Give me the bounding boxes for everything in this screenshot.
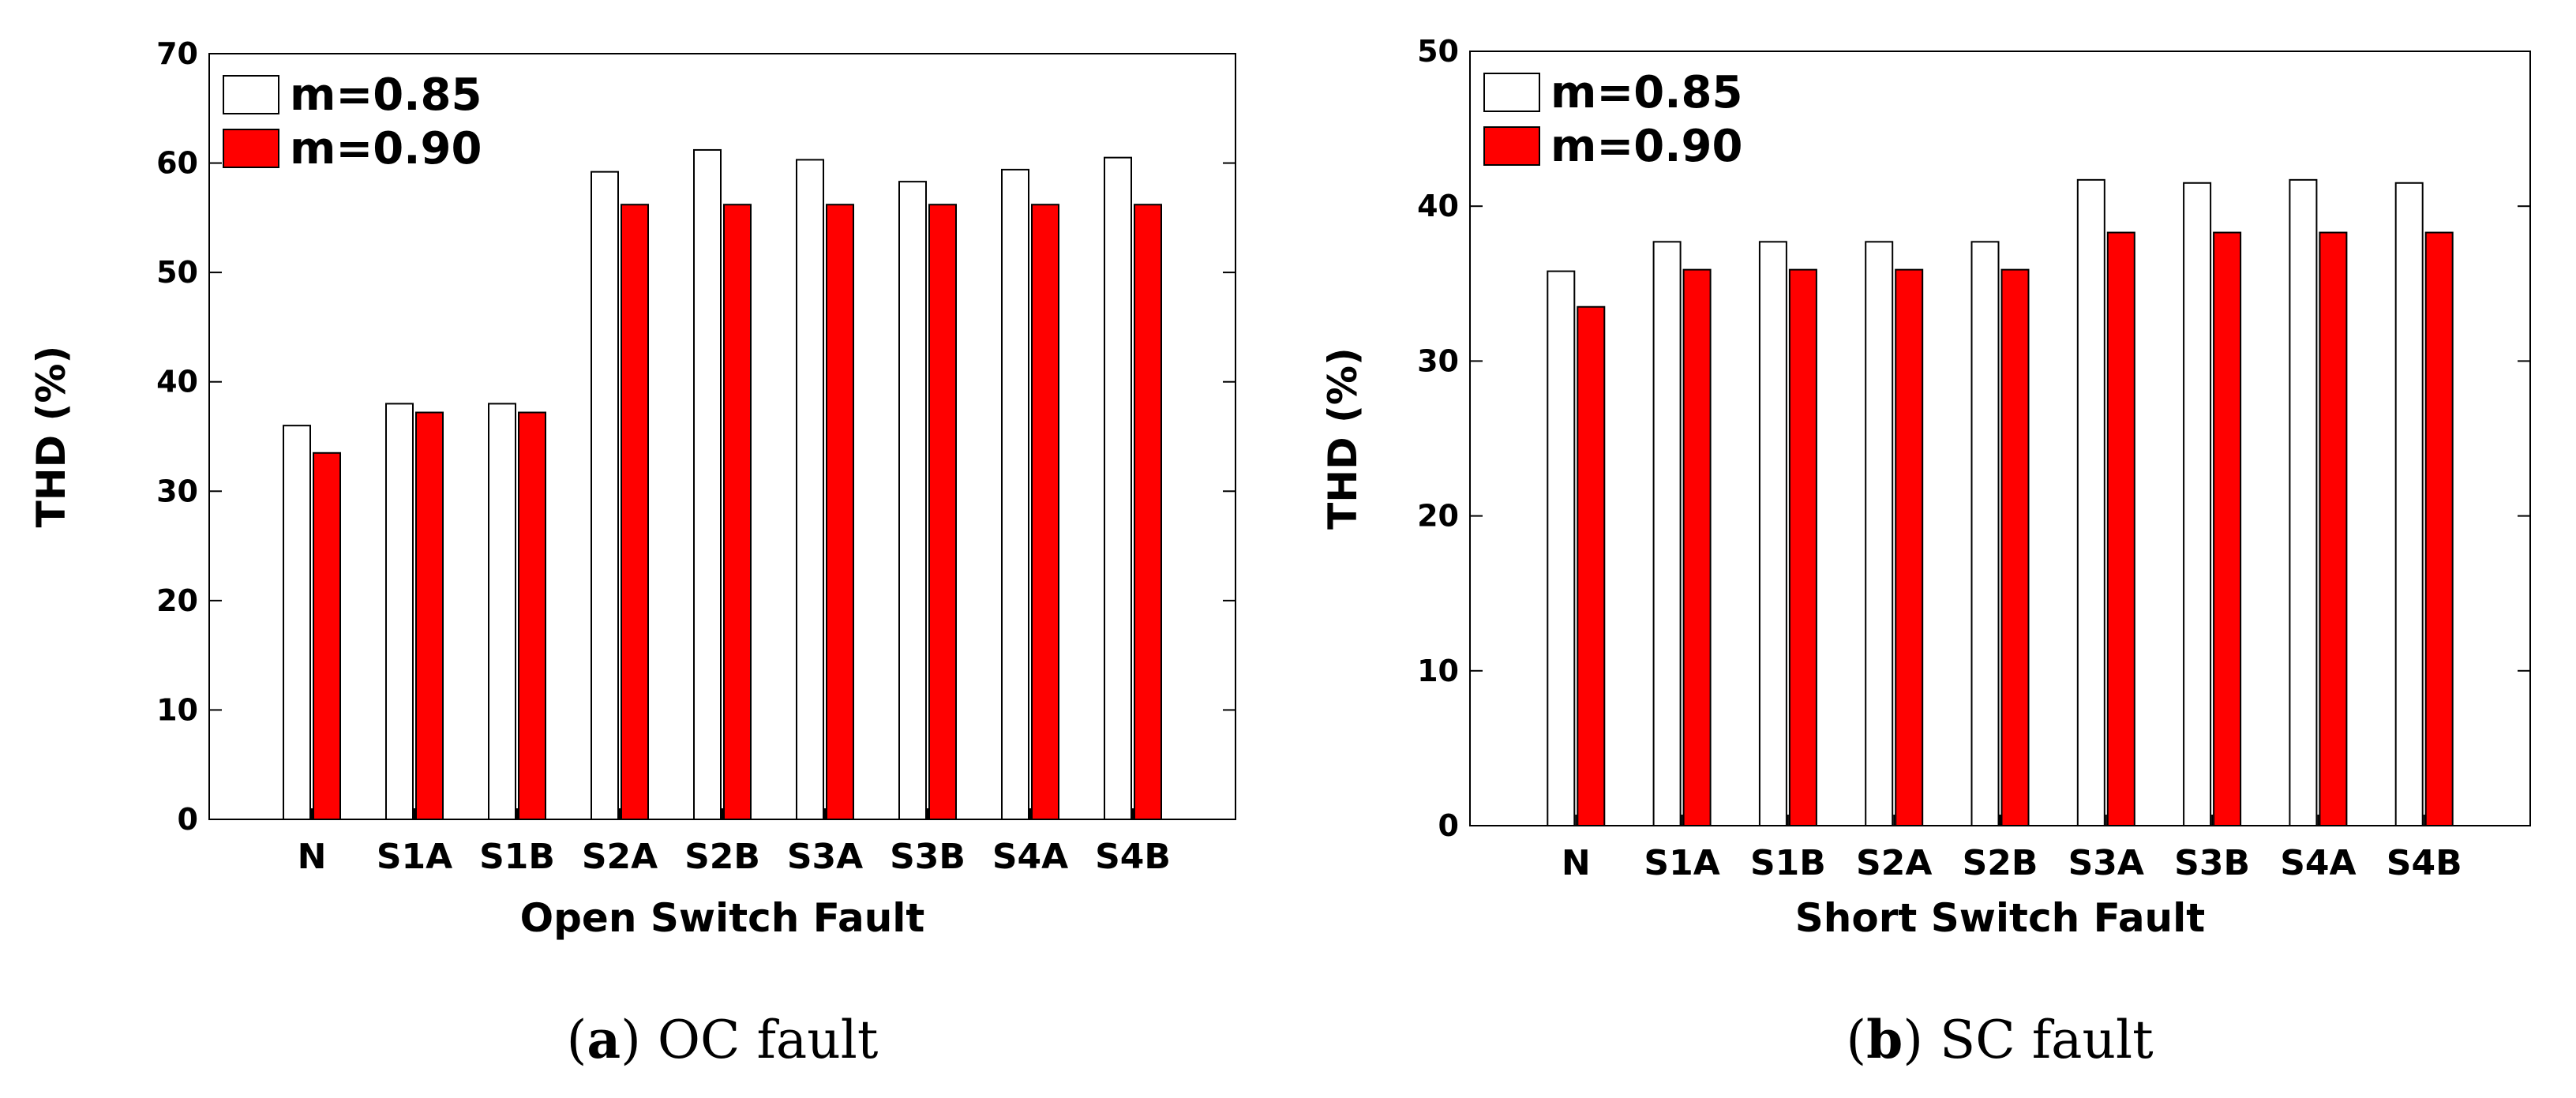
bar-m=0.90-S2B <box>2000 268 2030 826</box>
bar-m=0.85-S3B <box>2183 182 2212 826</box>
y-tick-label: 50 <box>156 255 198 290</box>
x-tick-label: S3B <box>890 837 966 877</box>
bar-m=0.85-S3B <box>898 181 927 820</box>
bar-m=0.85-S2A <box>591 171 619 820</box>
x-axis-title: Open Switch Fault <box>520 895 925 941</box>
y-tick-label: 20 <box>156 583 198 618</box>
x-tick-label: S2A <box>582 837 658 877</box>
x-tick-label: S2B <box>1963 843 2038 883</box>
bar-m=0.90-S2A <box>1895 268 1924 826</box>
y-tick-label: 10 <box>1417 654 1459 688</box>
bar-m=0.90-S2A <box>621 204 649 820</box>
bar-m=0.90-S4A <box>2319 231 2348 826</box>
x-tick-label: S2A <box>1856 843 1932 883</box>
y-tick-label: 40 <box>156 365 198 399</box>
chart-panel-oc-fault: 0 10 20 30 40 50 60 70 N S1A S1B S2A S2B S3A S3B S4A S4B… <box>28 36 1236 1070</box>
legend-swatch <box>1483 126 1540 166</box>
bar-m=0.85-S1B <box>488 403 516 820</box>
legend-label: m=0.85 <box>290 69 482 121</box>
legend-label: m=0.90 <box>290 123 482 174</box>
y-tick-label: 70 <box>156 36 198 71</box>
caption-text: OC fault <box>658 1010 879 1070</box>
bar-m=0.90-S3B <box>928 204 957 820</box>
bar-m=0.85-N <box>283 425 311 821</box>
y-tick-label: 30 <box>156 474 198 508</box>
caption-letter: b <box>1866 1009 1903 1070</box>
bar-m=0.85-S4B <box>2394 182 2424 826</box>
x-tick-label: S4B <box>1095 837 1171 877</box>
y-tick-label: 30 <box>1417 343 1459 378</box>
legend-swatch <box>223 75 279 114</box>
bar-m=0.85-S3A <box>2076 178 2105 826</box>
x-tick-label: S1A <box>1644 843 1719 883</box>
bar-m=0.85-S2A <box>1865 241 1894 826</box>
x-tick-label: S3B <box>2174 843 2250 883</box>
x-tick-label: N <box>298 837 327 877</box>
bar-m=0.90-S2B <box>723 204 752 820</box>
y-axis-title: THD (%) <box>1320 347 1366 530</box>
bar-m=0.90-S4B <box>2424 231 2454 826</box>
x-tick-label: S1B <box>1750 843 1826 883</box>
bar-m=0.90-S3B <box>2213 231 2242 826</box>
bar-m=0.85-S4A <box>2289 178 2318 826</box>
x-tick-label: S1B <box>479 837 555 877</box>
bar-m=0.85-S1B <box>1758 241 1787 826</box>
x-tick-label: S3A <box>2068 843 2144 883</box>
chart-panel-sc-fault: 0 10 20 30 40 50 N S1A S1B S2A S2B S3A S3B S4A S4B Shor… <box>1320 34 2531 1070</box>
legend-label: m=0.85 <box>1550 67 1742 118</box>
bar-m=0.90-S1B <box>518 411 546 820</box>
y-tick-label: 10 <box>156 692 198 727</box>
x-tick-label: S1A <box>377 837 452 877</box>
x-tick-label: S4A <box>2280 843 2356 883</box>
caption: (a) OC fault <box>567 1009 879 1070</box>
caption-letter: a <box>587 1009 621 1070</box>
bar-m=0.90-S4A <box>1031 204 1059 820</box>
bar-m=0.90-N <box>1577 305 1606 827</box>
legend-swatch <box>223 129 279 168</box>
bar-m=0.90-N <box>313 452 341 820</box>
y-axis-title: THD (%) <box>28 346 74 528</box>
bar-m=0.85-S1A <box>1652 241 1682 826</box>
bar-m=0.85-S2B <box>693 148 722 820</box>
legend-label: m=0.90 <box>1550 121 1742 172</box>
caption: (b) SC fault <box>1846 1009 2153 1070</box>
y-tick-label: 60 <box>156 146 198 181</box>
plot-area <box>1469 51 2531 826</box>
y-tick-label: 20 <box>1417 499 1459 534</box>
y-tick-label: 0 <box>1438 808 1459 843</box>
plot-area <box>208 53 1236 820</box>
bar-m=0.85-S1A <box>385 403 414 820</box>
x-tick-label: S3A <box>787 837 863 877</box>
bar-m=0.85-S4B <box>1104 156 1132 820</box>
bar-m=0.85-S4A <box>1001 168 1029 820</box>
bar-m=0.85-S2B <box>1970 241 2000 826</box>
x-tick-label: S2B <box>684 837 760 877</box>
bar-m=0.85-S3A <box>796 159 824 820</box>
y-tick-label: 0 <box>178 802 198 837</box>
legend-swatch <box>1483 73 1540 112</box>
bar-m=0.90-S1A <box>415 411 444 820</box>
bar-m=0.90-S3A <box>826 204 854 820</box>
x-tick-label: N <box>1562 843 1591 883</box>
bar-m=0.90-S4B <box>1134 204 1162 820</box>
bar-m=0.90-S3A <box>2106 231 2135 826</box>
y-tick-label: 50 <box>1417 34 1459 69</box>
y-tick-label: 40 <box>1417 189 1459 223</box>
bar-m=0.90-S1B <box>1788 268 1817 826</box>
x-axis-title: Short Switch Fault <box>1795 895 2205 941</box>
x-tick-label: S4A <box>992 837 1068 877</box>
x-tick-label: S4B <box>2387 843 2462 883</box>
bar-m=0.85-N <box>1547 270 1576 826</box>
caption-text: SC fault <box>1940 1010 2154 1070</box>
bar-m=0.90-S1A <box>1682 268 1712 826</box>
